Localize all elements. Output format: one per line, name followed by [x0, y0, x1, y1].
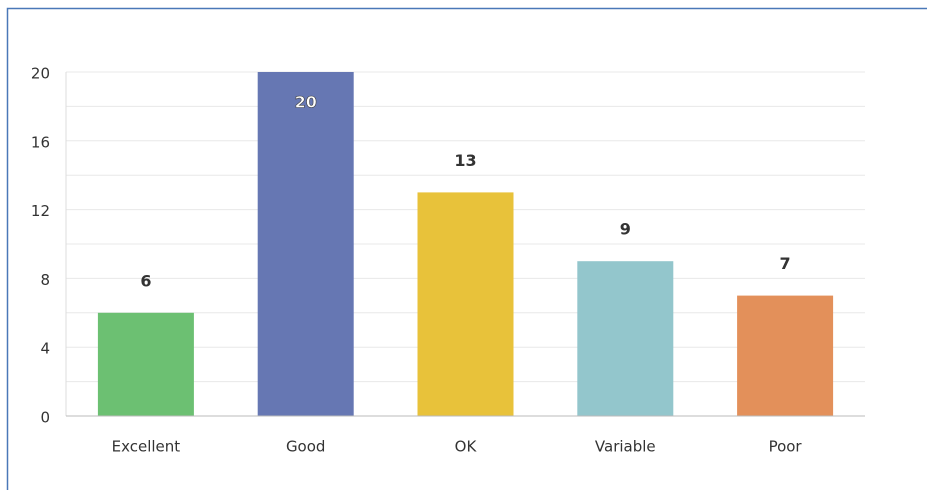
value-label: 20 — [295, 93, 317, 112]
x-tick-label: Good — [286, 438, 326, 456]
y-tick-label: 20 — [31, 65, 50, 83]
x-tick-label: Poor — [769, 438, 803, 456]
bar — [577, 261, 673, 416]
bar — [258, 72, 354, 416]
x-tick-label: Variable — [595, 438, 656, 456]
y-tick-label: 16 — [31, 133, 50, 151]
x-tick-label: OK — [455, 438, 478, 456]
y-tick-label: 0 — [40, 409, 50, 427]
x-tick-label: Excellent — [112, 438, 181, 456]
value-label: 7 — [780, 254, 791, 273]
y-tick-label: 4 — [40, 340, 50, 358]
bar — [418, 192, 514, 416]
bar — [737, 296, 833, 416]
y-tick-label: 12 — [31, 202, 50, 220]
y-tick-label: 8 — [40, 271, 50, 289]
value-label: 6 — [140, 271, 151, 290]
value-label: 13 — [454, 151, 476, 170]
value-label: 9 — [620, 220, 631, 239]
bar — [98, 313, 194, 416]
